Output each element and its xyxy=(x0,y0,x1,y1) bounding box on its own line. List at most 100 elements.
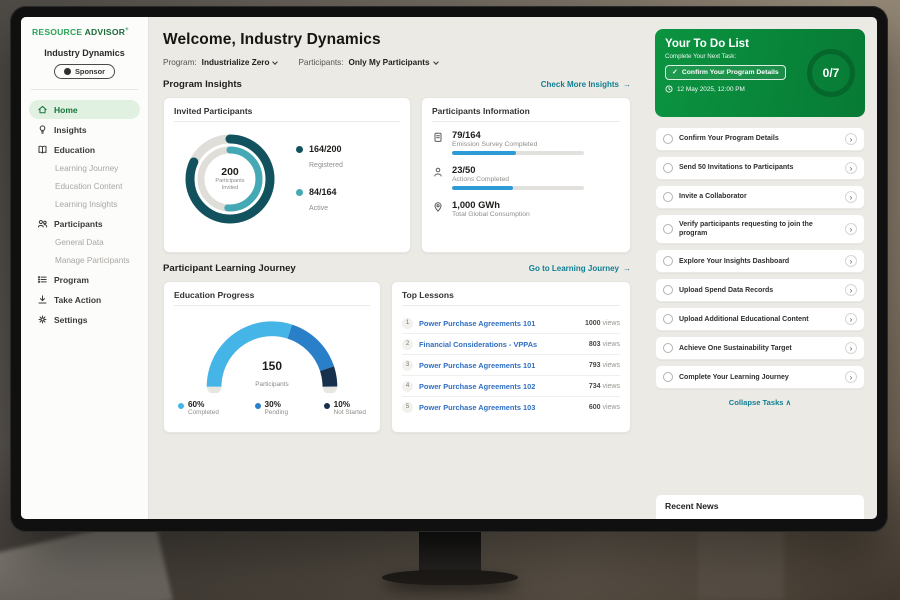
task-checkbox[interactable] xyxy=(663,134,673,144)
todo-task[interactable]: Complete Your Learning Journey › xyxy=(655,365,865,390)
program-insights-header: Program Insights Check More Insights → xyxy=(163,79,631,90)
sponsor-label: Sponsor xyxy=(75,67,105,76)
top-lessons-card: Top Lessons 1 Power Purchase Agreements … xyxy=(391,281,631,433)
participants-select[interactable]: Only My Participants xyxy=(349,58,439,67)
sidebar-item-education[interactable]: Education xyxy=(29,140,140,159)
lesson-link[interactable]: Power Purchase Agreements 103 xyxy=(419,402,536,412)
sidebar-item-settings[interactable]: Settings xyxy=(29,310,140,329)
dashboard-screen: RESOURCE ADVISOR+ Industry Dynamics Spon… xyxy=(21,17,877,519)
program-select-value: Industrialize Zero xyxy=(201,58,270,67)
arrow-right-icon: → xyxy=(623,264,631,273)
sidebar-item-label: General Data xyxy=(55,238,104,247)
todo-task[interactable]: Achieve One Sustainability Target › xyxy=(655,336,865,361)
gauge-segment xyxy=(206,321,338,387)
todo-task[interactable]: Verify participants requesting to join t… xyxy=(655,214,865,245)
todo-task[interactable]: Send 50 Invitations to Participants › xyxy=(655,156,865,180)
task-checkbox[interactable] xyxy=(663,224,673,235)
caret-up-icon: ∧ xyxy=(785,398,792,408)
sidebar-item-participants[interactable]: Participants xyxy=(29,214,140,233)
task-checkbox[interactable] xyxy=(663,343,673,354)
app-logo: RESOURCE ADVISOR+ xyxy=(29,27,140,37)
task-checkbox[interactable] xyxy=(663,256,673,267)
sidebar-item-label: Take Action xyxy=(54,294,102,305)
task-chevron-icon[interactable]: › xyxy=(845,255,857,268)
sidebar-item-take-action[interactable]: Take Action xyxy=(29,290,140,309)
sidebar-item-manage-participants[interactable]: Manage Participants xyxy=(29,252,140,269)
sidebar-item-general-data[interactable]: General Data xyxy=(29,234,140,251)
task-checkbox[interactable] xyxy=(663,314,673,325)
gauge-legend-dot xyxy=(323,402,330,409)
lesson-link[interactable]: Power Purchase Agreements 101 xyxy=(419,318,536,328)
todo-task[interactable]: Invite a Collaborator › xyxy=(655,185,865,209)
todo-task[interactable]: Upload Additional Educational Content › xyxy=(655,307,865,332)
sidebar-item-insights[interactable]: Insights xyxy=(29,120,140,139)
next-task-label: Confirm Your Program Details xyxy=(681,69,779,76)
gauge-center-label: 150 Participants xyxy=(255,359,289,388)
section-title: Program Insights xyxy=(163,79,242,90)
task-chevron-icon[interactable]: › xyxy=(845,133,857,145)
next-task-chip[interactable]: ✓ Confirm Your Program Details xyxy=(665,65,786,80)
task-chevron-icon[interactable]: › xyxy=(845,223,857,236)
education-progress-card: Education Progress 150 Participants xyxy=(163,281,381,433)
lesson-link[interactable]: Power Purchase Agreements 101 xyxy=(419,360,536,370)
legend-item: 164/200 Registered xyxy=(296,144,343,172)
todo-task[interactable]: Explore Your Insights Dashboard › xyxy=(655,249,865,274)
book-icon xyxy=(37,144,48,155)
recent-news-header[interactable]: Recent News xyxy=(655,494,865,519)
todo-summary-card: Your To Do List Complete Your Next Task:… xyxy=(655,29,865,117)
task-chevron-icon[interactable]: › xyxy=(845,371,857,384)
lesson-row: 2 Financial Considerations - VPPAs 803 v… xyxy=(402,334,620,355)
card-title: Education Progress xyxy=(174,290,370,306)
filters-row: Program: Industrialize Zero Participants… xyxy=(163,58,641,67)
task-checkbox[interactable] xyxy=(663,372,673,383)
info-row: 1,000 GWh Total Global Consumption xyxy=(432,199,620,221)
chevron-down-icon xyxy=(272,58,279,65)
task-checkbox[interactable] xyxy=(663,163,673,173)
donut-ring-registered xyxy=(185,134,275,224)
lesson-rank: 4 xyxy=(402,380,413,392)
task-chevron-icon[interactable]: › xyxy=(845,191,857,203)
task-checkbox[interactable] xyxy=(663,285,673,296)
legend-item: 10% Not Started xyxy=(323,400,366,416)
task-checkbox[interactable] xyxy=(663,192,673,202)
background-pillar xyxy=(698,530,784,600)
check-icon: ✓ xyxy=(672,69,678,76)
sidebar-item-learning-journey[interactable]: Learning Journey xyxy=(29,160,140,177)
go-to-learning-journey-link[interactable]: Go to Learning Journey → xyxy=(529,264,631,273)
task-chevron-icon[interactable]: › xyxy=(845,313,857,326)
task-chevron-icon[interactable]: › xyxy=(845,284,857,297)
sidebar-item-education-content[interactable]: Education Content xyxy=(29,178,140,195)
people-icon xyxy=(37,218,48,229)
todo-task[interactable]: Confirm Your Program Details › xyxy=(655,127,865,151)
donut-legend-dot xyxy=(296,188,303,196)
lightbulb-icon xyxy=(37,124,48,135)
lesson-link[interactable]: Power Purchase Agreements 102 xyxy=(419,381,536,391)
sidebar-item-label: Learning Insights xyxy=(55,200,118,209)
task-chevron-icon[interactable]: › xyxy=(845,162,857,174)
program-select[interactable]: Industrialize Zero xyxy=(201,58,279,67)
monitor-bezel: RESOURCE ADVISOR+ Industry Dynamics Spon… xyxy=(10,6,888,532)
recent-news-title: Recent News xyxy=(665,501,719,511)
card-title: Top Lessons xyxy=(402,290,620,306)
chevron-down-icon xyxy=(432,58,439,65)
todo-task[interactable]: Upload Spend Data Records › xyxy=(655,278,865,303)
sidebar-item-learning-insights[interactable]: Learning Insights xyxy=(29,196,140,213)
legend-item: 30% Pending xyxy=(254,400,288,416)
card-title: Participants Information xyxy=(432,106,620,122)
lesson-link[interactable]: Financial Considerations - VPPAs xyxy=(419,339,538,349)
progress-bar xyxy=(452,151,584,155)
todo-panel: Your To Do List Complete Your Next Task:… xyxy=(649,17,877,519)
progress-bar xyxy=(452,186,584,190)
sidebar-item-program[interactable]: Program xyxy=(29,270,140,289)
collapse-tasks-link[interactable]: Collapse Tasks ∧ xyxy=(728,398,792,408)
info-row: 23/50 Actions Completed xyxy=(432,164,620,190)
sidebar-item-home[interactable]: Home xyxy=(29,100,140,119)
legend-item: 84/164 Active xyxy=(296,187,343,215)
task-chevron-icon[interactable]: › xyxy=(845,342,857,355)
info-progress-fill xyxy=(452,186,513,190)
monitor-stand-neck xyxy=(419,530,481,574)
check-more-insights-link[interactable]: Check More Insights → xyxy=(541,80,631,89)
sponsor-icon xyxy=(64,68,71,75)
donut-legend: 164/200 Registered 84/164 Active xyxy=(296,144,343,215)
sponsor-badge: Sponsor xyxy=(54,64,115,79)
